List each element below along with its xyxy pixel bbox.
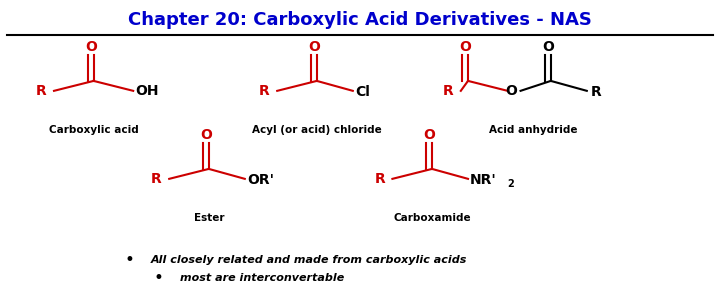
Text: Cl: Cl — [355, 85, 370, 99]
Text: R: R — [259, 84, 270, 98]
Text: 2: 2 — [507, 179, 513, 189]
Text: •: • — [125, 251, 135, 269]
Text: Acyl (or acid) chloride: Acyl (or acid) chloride — [252, 125, 382, 135]
Text: OH: OH — [135, 84, 159, 98]
Text: O: O — [85, 40, 96, 54]
Text: most are interconvertable: most are interconvertable — [180, 273, 344, 283]
Text: O: O — [200, 128, 212, 142]
Text: Acid anhydride: Acid anhydride — [489, 125, 577, 135]
Text: O: O — [308, 40, 320, 54]
Text: R: R — [590, 85, 601, 99]
Text: O: O — [542, 40, 554, 54]
Text: Ester: Ester — [194, 213, 224, 223]
Text: •: • — [153, 269, 163, 287]
Text: R: R — [36, 84, 47, 98]
Text: Carboxylic acid: Carboxylic acid — [49, 125, 138, 135]
Text: Chapter 20: Carboxylic Acid Derivatives - NAS: Chapter 20: Carboxylic Acid Derivatives … — [128, 11, 592, 29]
Text: O: O — [459, 40, 471, 54]
Text: R: R — [443, 84, 454, 98]
Text: Carboxamide: Carboxamide — [393, 213, 471, 223]
Text: R: R — [374, 172, 385, 186]
Text: All closely related and made from carboxylic acids: All closely related and made from carbox… — [151, 255, 467, 265]
Text: NR': NR' — [470, 173, 497, 187]
Text: R: R — [151, 172, 162, 186]
Text: OR': OR' — [247, 173, 274, 187]
Text: O: O — [505, 84, 517, 98]
Text: O: O — [423, 128, 435, 142]
